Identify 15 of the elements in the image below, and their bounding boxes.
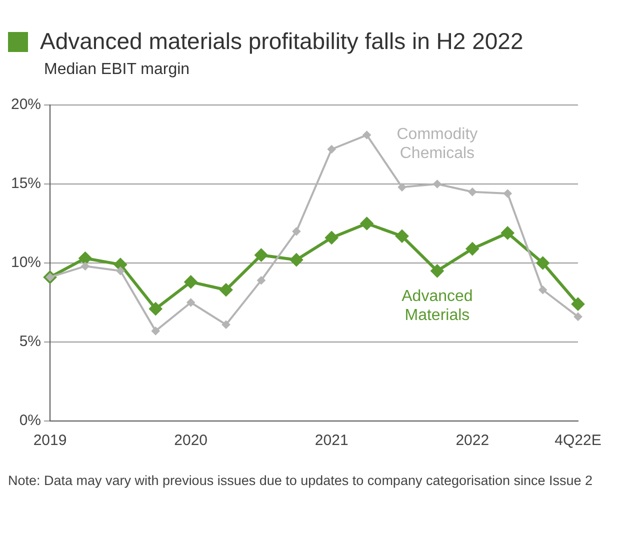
- y-tick-label: 15%: [10, 175, 42, 192]
- y-tick-label: 0%: [19, 412, 42, 430]
- x-tick-label: 2019: [33, 432, 67, 450]
- chart-title: Advanced materials profitability falls in H2 2022: [40, 28, 524, 55]
- x-tick-label: 2021: [314, 432, 348, 450]
- series-label: Advanced Materials: [402, 288, 473, 324]
- x-tick-label: 4Q22E: [554, 432, 602, 450]
- y-tick-label: 10%: [10, 254, 42, 272]
- y-tick-label: 5%: [19, 333, 42, 350]
- x-tick-label: 2020: [174, 432, 208, 450]
- y-tick-label: 20%: [10, 96, 42, 114]
- text: Note: Data may vary with previous issues due to updates to company categorisation since Issue 2: [8, 473, 594, 488]
- series-label: Commodity Chemicals: [396, 126, 478, 162]
- chart-subtitle: Median EBIT margin: [44, 61, 191, 79]
- x-tick-label: 2022: [456, 432, 490, 450]
